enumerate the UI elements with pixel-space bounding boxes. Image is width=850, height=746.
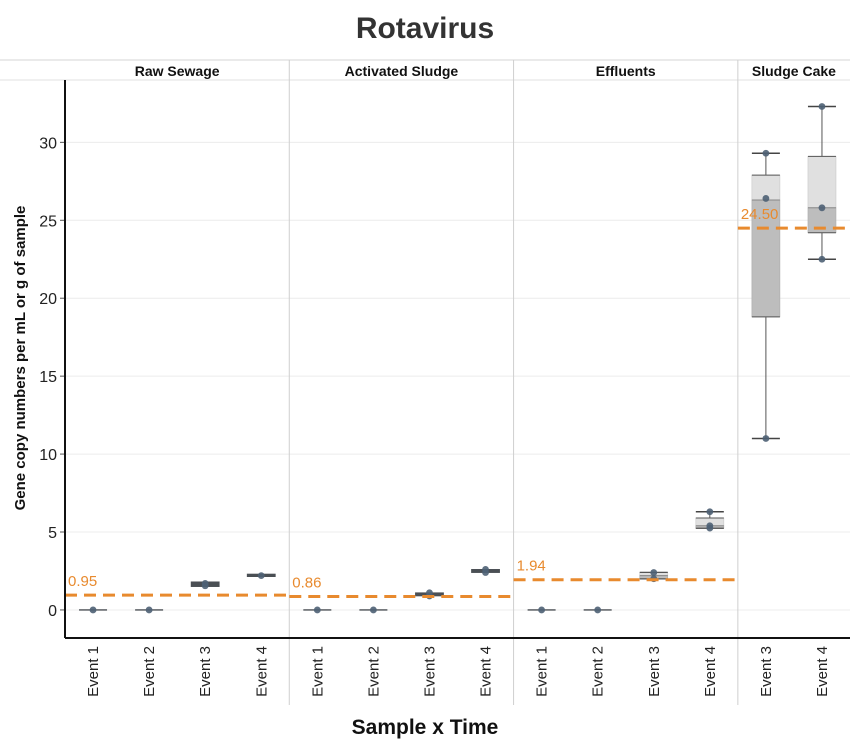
mean-label: 24.50 <box>741 206 779 223</box>
box-lower <box>751 199 781 318</box>
box-group <box>303 606 332 614</box>
y-axis-title: Gene copy numbers per mL or g of sample <box>12 206 29 511</box>
box-group <box>135 606 164 614</box>
panel-label: Activated Sludge <box>345 63 459 79</box>
data-point <box>313 606 321 614</box>
x-tick-label: Event 1 <box>85 646 102 697</box>
x-tick-label: Event 2 <box>365 646 382 697</box>
mark-layer: 0.95 0.86 1.94 24.50 <box>65 103 850 614</box>
box-group <box>471 566 500 576</box>
box-group <box>583 606 612 614</box>
data-point <box>594 606 602 614</box>
box-group <box>527 606 556 614</box>
x-tick-label: Event 2 <box>590 646 607 697</box>
data-point <box>426 589 433 597</box>
grid-layer <box>65 141 850 611</box>
panel-label: Effluents <box>596 63 656 79</box>
x-tick-label: Event 4 <box>478 646 495 697</box>
data-point <box>650 569 658 576</box>
panel-label: Sludge Cake <box>752 63 836 79</box>
data-point <box>818 255 826 263</box>
data-point <box>762 195 770 202</box>
chart-title: Rotavirus <box>355 12 495 45</box>
x-tick-label: Event 2 <box>141 646 158 697</box>
box-group <box>79 606 108 614</box>
y-tick-label: 0 <box>48 603 57 620</box>
x-tick-label: Event 3 <box>758 646 775 697</box>
box-group <box>190 580 220 590</box>
y-tick-label: 15 <box>39 369 57 386</box>
data-point <box>818 103 826 110</box>
data-point <box>762 435 770 442</box>
data-point <box>706 508 714 516</box>
box-group <box>751 149 781 442</box>
x-tick-label: Event 1 <box>534 646 551 697</box>
box-upper <box>807 156 837 209</box>
box-group <box>807 103 837 263</box>
box-group <box>359 606 388 614</box>
x-tick-label: Event 3 <box>197 646 214 697</box>
x-axis-title: Sample x Time <box>351 716 499 739</box>
data-point <box>257 572 265 580</box>
x-tick-label: Event 4 <box>814 646 831 697</box>
x-tick-label: Event 1 <box>309 646 326 697</box>
data-point <box>762 149 770 157</box>
data-point <box>89 606 97 614</box>
x-tick-label: Event 4 <box>253 646 270 697</box>
data-point <box>706 522 714 530</box>
y-tick-label: 25 <box>39 213 57 230</box>
data-point <box>369 606 377 614</box>
data-point <box>538 606 546 614</box>
x-tick-label: Event 3 <box>646 646 663 697</box>
y-tick-label: 5 <box>48 525 57 542</box>
mean-label: 0.86 <box>292 575 321 592</box>
mean-label: 1.94 <box>517 558 546 575</box>
x-tick-label: Event 4 <box>702 646 719 697</box>
y-tick-label: 20 <box>39 291 57 308</box>
data-point <box>145 606 153 614</box>
panel-label: Raw Sewage <box>135 63 220 79</box>
box-group <box>246 572 276 580</box>
data-point <box>201 580 209 587</box>
panel-layer: Raw Sewage Activated Sludge Effluents Sludg… <box>0 59 850 705</box>
axis-layer: 0 5 10 15 20 25 30 Event 1 Event 2 Event 3 Event 4… <box>39 80 850 697</box>
mean-label: 0.95 <box>68 573 97 590</box>
box-group <box>695 508 725 532</box>
x-tick-label: Event 3 <box>421 646 438 697</box>
data-point <box>818 204 826 212</box>
y-tick-label: 10 <box>39 447 57 464</box>
data-point <box>482 566 489 573</box>
y-tick-label: 30 <box>39 135 57 152</box>
